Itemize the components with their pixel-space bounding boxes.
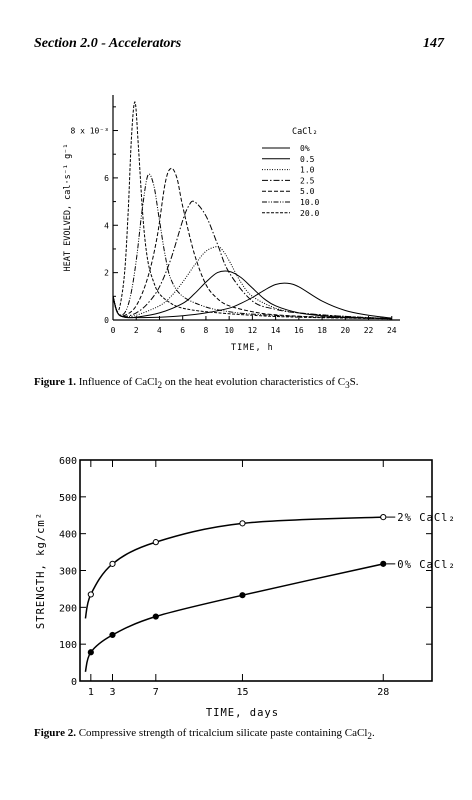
y-tick-label: 4 <box>104 221 109 230</box>
x-tick-label: 22 <box>364 326 374 335</box>
data-point <box>239 520 246 527</box>
data-point <box>152 613 159 620</box>
y-axis-label: HEAT EVOLVED, cal·s⁻¹ g⁻¹ <box>63 144 73 272</box>
series-label: 2% CaCl₂ <box>397 512 456 524</box>
figure-2-caption-sub: 2 <box>367 731 372 742</box>
x-tick-label: 4 <box>157 326 162 335</box>
legend-label: 1.0 <box>300 166 315 175</box>
figure-1-caption-sub2: 3 <box>345 380 350 391</box>
series-line <box>112 101 392 320</box>
legend-label: 0.5 <box>300 155 315 164</box>
y-tick-label: 6 <box>104 174 109 183</box>
figure-1-caption-text2: on the heat evolution characteristics of… <box>162 376 346 388</box>
x-axis-label: TIME, h <box>231 343 274 353</box>
y-tick-label: 600 <box>59 456 77 467</box>
figure-1-caption: Figure 1. Influence of CaCl2 on the heat… <box>34 376 359 390</box>
y-tick-label: 100 <box>59 640 77 651</box>
legend-label: 5.0 <box>300 187 315 196</box>
y-tick-label: 200 <box>59 603 77 614</box>
y-tick-label: 400 <box>59 530 77 541</box>
x-tick-label: 16 <box>294 326 304 335</box>
y-tick-label: 0 <box>104 316 109 325</box>
series-label: 0% CaCl₂ <box>397 559 456 571</box>
x-tick-label: 14 <box>271 326 281 335</box>
x-tick-label: 28 <box>377 687 389 698</box>
x-tick-label: 24 <box>387 326 397 335</box>
x-tick-label: 1 <box>88 687 94 698</box>
y-tick-label: 0 <box>71 677 77 688</box>
page-number: 147 <box>423 36 444 51</box>
series-line <box>112 173 392 320</box>
data-point <box>109 560 116 567</box>
x-tick-label: 7 <box>153 687 159 698</box>
figure-2-label: Figure 2. <box>34 727 76 739</box>
figure-1-caption-text3: S. <box>349 376 359 388</box>
legend-label: 20.0 <box>300 209 319 218</box>
section-header: Section 2.0 - Accelerators <box>34 36 182 51</box>
x-tick-label: 18 <box>317 326 327 335</box>
x-axis-label: TIME, days <box>206 707 279 719</box>
data-point <box>380 560 387 567</box>
legend-title: CaCl₂ <box>292 127 318 137</box>
y-tick-label: 300 <box>59 567 77 578</box>
series-line <box>84 516 384 619</box>
plot-frame <box>79 459 433 682</box>
series-line <box>84 563 384 672</box>
x-tick-label: 12 <box>248 326 258 335</box>
data-point <box>109 631 116 639</box>
x-tick-label: 2 <box>134 326 139 335</box>
x-tick-label: 6 <box>180 326 185 335</box>
x-tick-label: 20 <box>340 326 350 335</box>
y-tick-label: 8 x 10⁻³ <box>70 127 109 136</box>
legend-label: 10.0 <box>300 198 319 207</box>
figure-1-caption-text: Influence of CaCl <box>75 376 158 388</box>
figure-2-caption: Figure 2. Compressive strength of trical… <box>34 727 375 741</box>
x-tick-label: 3 <box>109 687 115 698</box>
y-tick-label: 2 <box>104 269 109 278</box>
data-point <box>87 591 94 598</box>
data-point <box>152 539 159 546</box>
figure-2-caption-end: . <box>371 727 375 739</box>
legend-label: 2.5 <box>300 176 315 185</box>
figure-1-caption-sub: 2 <box>157 380 163 391</box>
figure-2-caption-text: Compressive strength of tricalcium silic… <box>75 727 368 739</box>
data-point <box>380 513 387 521</box>
figure-1-label: Figure 1. <box>34 376 76 388</box>
data-point <box>239 592 246 599</box>
series-line <box>112 246 392 320</box>
x-tick-label: 0 <box>111 326 116 335</box>
x-tick-label: 15 <box>236 687 248 698</box>
x-tick-label: 8 <box>204 326 209 335</box>
data-point <box>87 649 94 656</box>
legend-label: 0% <box>300 144 310 153</box>
y-tick-label: 500 <box>59 493 77 504</box>
x-tick-label: 10 <box>224 326 234 335</box>
y-axis-label: STRENGTH, kg/cm² <box>35 512 47 629</box>
series-line <box>112 200 392 320</box>
series-line <box>112 167 392 320</box>
